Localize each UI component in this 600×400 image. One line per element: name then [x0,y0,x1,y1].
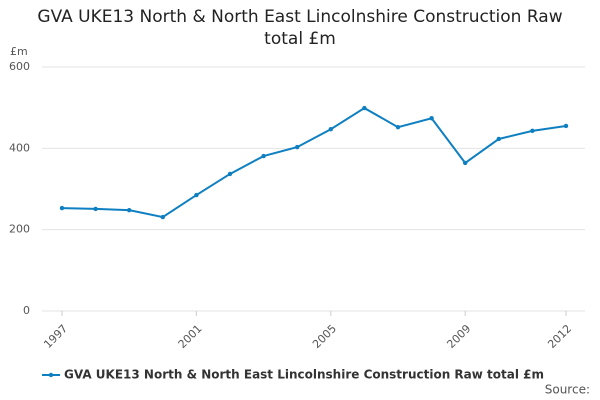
point [194,192,199,198]
title-box: GVA UKE13 North & North East Lincolnshir… [0,6,600,50]
y-axis-label: £m [10,45,28,58]
point [59,205,65,211]
point [362,105,367,111]
x-tick-label: 2009 [444,322,473,351]
point [530,128,535,134]
point [563,123,569,129]
series-line [61,106,567,219]
point [395,124,401,130]
legend-marker [48,372,54,378]
point [160,214,165,220]
chart-title: GVA UKE13 North & North East Lincolnshir… [37,7,563,49]
point [463,160,468,166]
x-tick-label: 2001 [176,322,205,351]
point [261,153,266,159]
source: Source: [545,383,590,397]
y-tick-label: 600 [9,60,30,73]
x-tick-label: 1997 [41,322,70,351]
point [429,116,434,121]
x-tick-label: 2005 [310,322,339,351]
y-tick-label: 200 [9,223,30,236]
legend-label: GVA UKE13 North & North East Lincolnshir… [64,368,544,382]
point [328,127,333,132]
x-tick-label: 2012 [545,322,574,351]
point [295,144,300,150]
point [496,136,501,142]
y-tick-label: 400 [9,141,30,154]
point [127,207,132,213]
point [93,206,98,212]
point [227,171,233,177]
y-tick-label: 0 [23,304,30,317]
